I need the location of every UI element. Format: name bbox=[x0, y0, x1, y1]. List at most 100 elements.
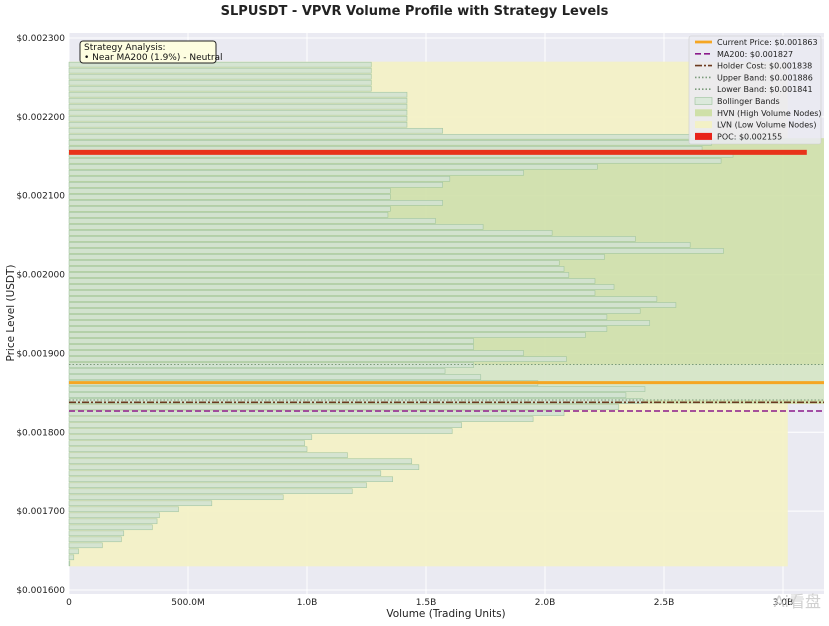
volume-bar bbox=[68, 164, 598, 170]
volume-bars bbox=[68, 61, 734, 567]
x-axis-label: Volume (Trading Units) bbox=[386, 608, 505, 620]
legend-label: Lower Band: $0.001841 bbox=[717, 85, 813, 94]
legend-swatch bbox=[695, 132, 712, 140]
legend-label: Upper Band: $0.001886 bbox=[717, 73, 813, 82]
volume-bar bbox=[68, 554, 75, 561]
legend-label: Bollinger Bands bbox=[717, 97, 780, 106]
volume-bar bbox=[68, 79, 372, 86]
volume-bar bbox=[68, 272, 570, 278]
volume-bar bbox=[68, 512, 160, 519]
volume-bar bbox=[68, 446, 308, 452]
volume-bar bbox=[68, 326, 608, 332]
legend-label: HVN (High Volume Nodes) bbox=[717, 109, 822, 118]
volume-bar bbox=[68, 548, 79, 555]
volume-bar bbox=[68, 458, 413, 464]
legend-swatch bbox=[694, 97, 713, 105]
volume-bar bbox=[68, 530, 125, 537]
y-tick-label: $0.001900 bbox=[16, 349, 65, 359]
annotation-title: Strategy Analysis: bbox=[84, 43, 166, 53]
y-tick-label: $0.002000 bbox=[16, 271, 65, 281]
legend: Current Price: $0.001863 MA200: $0.001827… bbox=[688, 35, 822, 145]
volume-bar bbox=[68, 158, 722, 164]
volume-bar bbox=[68, 392, 627, 398]
y-tick-label: $0.002200 bbox=[16, 113, 65, 123]
volume-bar bbox=[68, 176, 451, 182]
x-tick-label: 500.0M bbox=[171, 598, 205, 608]
legend-swatch bbox=[695, 109, 712, 117]
x-tick-label: 1.0B bbox=[297, 598, 318, 608]
y-axis-label: Price Level (USDT) bbox=[5, 264, 17, 361]
volume-bar bbox=[68, 374, 482, 380]
volume-bar bbox=[68, 266, 565, 272]
y-tick-label: $0.001600 bbox=[16, 586, 65, 596]
y-tick-label: $0.002300 bbox=[16, 34, 65, 44]
chart-title: SLPUSDT - VPVR Volume Profile with Strat… bbox=[220, 4, 609, 19]
volume-bar bbox=[68, 97, 408, 104]
volume-bar bbox=[68, 127, 443, 134]
volume-bar bbox=[68, 434, 313, 440]
volume-bar bbox=[68, 464, 420, 470]
volume-bar bbox=[68, 428, 453, 434]
volume-bar bbox=[68, 254, 605, 260]
volume-bar bbox=[68, 290, 596, 296]
volume-bar bbox=[68, 482, 367, 488]
legend-label: MA200: $0.001827 bbox=[717, 50, 793, 59]
volume-bar bbox=[68, 560, 71, 567]
poc-bar bbox=[69, 149, 807, 155]
volume-bar bbox=[68, 206, 391, 212]
y-tick-label: $0.001800 bbox=[16, 428, 65, 438]
volume-bar bbox=[68, 188, 391, 194]
volume-bar bbox=[68, 404, 620, 410]
volume-bar bbox=[68, 200, 443, 206]
legend-swatch bbox=[695, 121, 712, 129]
volume-bar bbox=[68, 320, 651, 326]
volume-bar bbox=[68, 302, 677, 308]
x-axis-ticks: 0 500.0M 1.0B 1.5B 2.0B 2.5B 3.0B bbox=[66, 598, 793, 608]
volume-bar bbox=[68, 488, 353, 495]
x-tick-label: 2.0B bbox=[535, 598, 556, 608]
volume-bar bbox=[68, 85, 372, 92]
volume-bar bbox=[68, 416, 534, 422]
volume-bar bbox=[68, 61, 372, 68]
volume-bar bbox=[68, 422, 463, 428]
volume-bar bbox=[68, 91, 408, 98]
volume-bar bbox=[68, 248, 724, 254]
y-axis-ticks: $0.001600 $0.001700 $0.001800 $0.001900 $0.0… bbox=[16, 34, 65, 596]
volume-bar bbox=[68, 362, 474, 368]
volume-bar bbox=[68, 524, 153, 531]
legend-label: Holder Cost: $0.001838 bbox=[717, 62, 812, 71]
volume-bar bbox=[68, 284, 615, 290]
x-tick-label: 2.5B bbox=[654, 598, 675, 608]
strategy-analysis-box: Strategy Analysis: • Near MA200 (1.9%) -… bbox=[79, 40, 223, 64]
volume-bar bbox=[68, 242, 691, 248]
volume-bar bbox=[68, 170, 524, 176]
volume-bar bbox=[68, 182, 443, 188]
volume-bar bbox=[68, 506, 179, 513]
volume-bar bbox=[68, 67, 372, 74]
annotation-background bbox=[79, 40, 217, 64]
volume-bar bbox=[68, 344, 474, 350]
volume-bar bbox=[68, 332, 586, 338]
volume-bar bbox=[68, 194, 391, 200]
volume-bar bbox=[68, 278, 596, 284]
volume-bar bbox=[68, 350, 524, 356]
legend-frame bbox=[688, 35, 822, 145]
volume-bar bbox=[68, 236, 636, 242]
volume-bar bbox=[68, 476, 393, 482]
volume-bar bbox=[68, 338, 474, 344]
volume-bar bbox=[68, 308, 641, 314]
volume-bar bbox=[68, 103, 408, 110]
legend-label: POC: $0.002155 bbox=[717, 132, 782, 141]
volume-bar bbox=[68, 440, 305, 446]
volume-bar bbox=[68, 542, 103, 549]
volume-bar bbox=[68, 260, 560, 266]
volume-bar bbox=[68, 314, 608, 320]
volume-bar bbox=[68, 368, 446, 374]
volume-bar bbox=[68, 224, 484, 230]
volume-bar bbox=[68, 109, 408, 116]
volume-bar bbox=[68, 452, 348, 458]
volume-bar bbox=[68, 296, 658, 302]
x-tick-label: 0 bbox=[66, 598, 72, 608]
x-tick-label: 1.5B bbox=[416, 598, 437, 608]
